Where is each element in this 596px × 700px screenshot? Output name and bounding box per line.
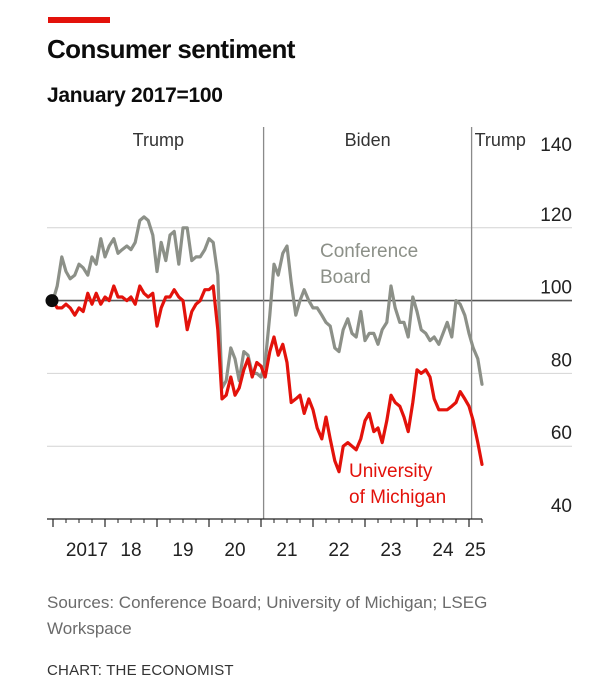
x-tick-label: 2017 [66,540,108,561]
chart-title: Consumer sentiment [47,34,295,64]
x-tick-label: 21 [276,540,297,561]
chart-subtitle: January 2017=100 [47,84,223,107]
x-tick-label: 24 [432,540,454,561]
period-label: Trump [133,130,184,150]
gridlines [47,227,572,447]
x-tick-label: 18 [120,540,141,561]
source-note: Sources: Conference Board; University of… [47,593,488,638]
y-tick-label: 80 [551,350,572,371]
y-tick-label: 60 [551,423,572,444]
chart-credit: CHART: THE ECONOMIST [47,662,234,679]
series-lines [45,215,484,474]
y-tick-label: 120 [540,205,572,226]
x-tick-label: 20 [224,540,245,561]
x-tick-label: 22 [328,540,349,561]
university-of-michigan-label: University of Michigan [349,461,446,508]
accent-bar [48,17,110,23]
period-dividers [262,127,473,519]
axes [47,518,483,527]
period-label: Trump [475,130,526,150]
line-chart: 40 60 80 100 120 140 Trump Biden Trump 2017 18 19 20… [45,127,572,561]
y-tick-label: 140 [540,135,572,156]
y-tick-label: 100 [540,278,572,299]
conference-board-line [51,215,484,390]
y-tick-label: 40 [551,496,572,517]
x-tick-label: 23 [380,540,401,561]
university-of-michigan-line [51,284,484,474]
x-tick-label: 25 [465,540,486,561]
period-label: Biden [345,130,391,150]
start-marker-dot [45,294,59,308]
chart-labels: 40 60 80 100 120 140 Trump Biden Trump 2017 18 19 20… [66,130,572,561]
conference-board-label: Conference Board [320,241,418,288]
x-tick-label: 19 [172,540,193,561]
